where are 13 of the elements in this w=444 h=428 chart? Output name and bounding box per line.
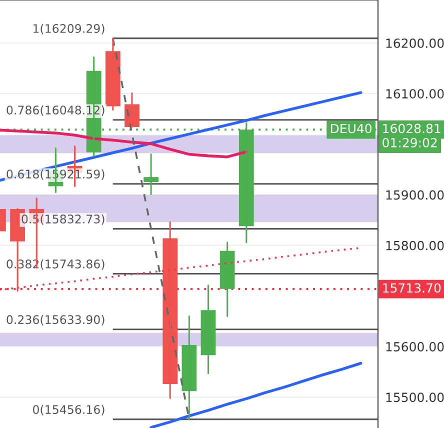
y-tick-label: 15600.00 bbox=[386, 342, 444, 352]
ref-line-label: 0(15456.16) bbox=[33, 404, 104, 416]
y-tick-label: 16100.00 bbox=[386, 89, 444, 99]
y-tick-label: 15500.00 bbox=[386, 392, 444, 402]
y-tick-label: 16200.00 bbox=[386, 38, 444, 48]
ref-line-label: 15713.70 bbox=[383, 283, 441, 293]
ref-line-label: 1(16209.29) bbox=[34, 24, 104, 34]
y-tick-label: 15800.00 bbox=[386, 240, 444, 250]
annotation: DEU40 bbox=[330, 124, 372, 134]
y-tick-label: 15900.00 bbox=[386, 190, 444, 200]
text: 01:29:02 bbox=[382, 138, 437, 148]
ref-line-label: 0.236(15633.90) bbox=[6, 314, 104, 326]
ref-line-label: 16028.81 bbox=[383, 124, 440, 134]
